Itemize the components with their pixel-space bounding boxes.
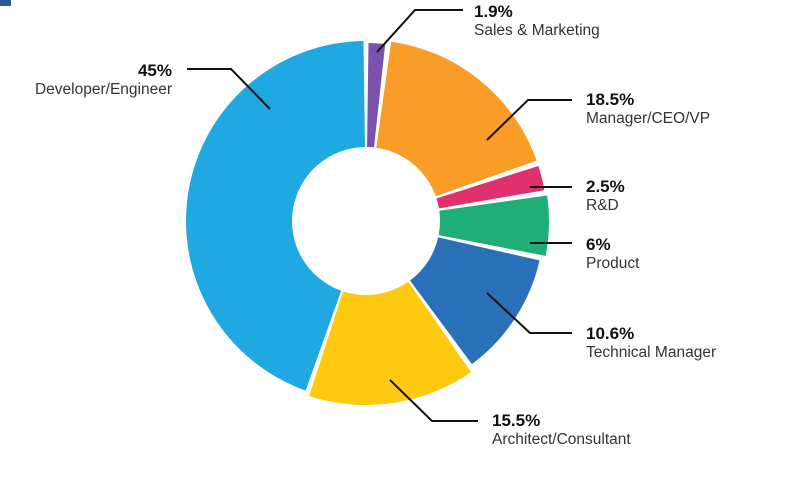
label-value: 45% <box>137 61 172 80</box>
slice-architect-consultant <box>309 281 472 405</box>
label-technical-manager: 10.6% Technical Manager <box>586 324 716 361</box>
slice-product <box>438 195 549 256</box>
leader-line-developer-engineer <box>187 68 271 110</box>
label-name: Developer/Engineer <box>34 80 172 98</box>
corner-mark <box>0 0 11 6</box>
leader-line-manager-ceo-vp <box>486 99 572 141</box>
label-name: Architect/Consultant <box>492 430 631 448</box>
label-rnd: 2.5% R&D <box>586 177 625 214</box>
label-name: R&D <box>586 196 619 214</box>
label-value: 15.5% <box>492 411 541 430</box>
slice-manager-ceo-vp <box>376 41 537 197</box>
slice-technical-manager <box>410 237 540 365</box>
label-name: Sales & Marketing <box>474 21 600 39</box>
label-developer-engineer: 45% Developer/Engineer <box>35 61 172 98</box>
leader-line-architect-consultant <box>389 379 478 422</box>
label-architect-consultant: 15.5% Architect/Consultant <box>492 411 631 448</box>
label-sales-marketing: 1.9% Sales & Marketing <box>474 2 600 39</box>
slice-developer-engineer <box>186 41 365 391</box>
label-product: 6% Product <box>586 235 639 272</box>
label-name: Product <box>586 254 640 272</box>
label-value: 10.6% <box>586 324 635 343</box>
label-value: 2.5% <box>586 177 625 196</box>
slice-sales-marketing <box>367 43 386 148</box>
label-name: Manager/CEO/VP <box>586 109 711 127</box>
label-manager-ceo-vp: 18.5% Manager/CEO/VP <box>586 90 710 127</box>
label-value: 1.9% <box>474 2 513 21</box>
leader-line-sales-marketing <box>376 9 463 53</box>
leader-lines-group <box>187 9 572 422</box>
slice-r-d <box>436 165 545 209</box>
leader-line-technical-manager <box>486 292 572 334</box>
label-value: 18.5% <box>586 90 635 109</box>
label-value: 6% <box>586 235 611 254</box>
label-name: Technical Manager <box>586 343 717 361</box>
slices-group <box>186 41 549 405</box>
